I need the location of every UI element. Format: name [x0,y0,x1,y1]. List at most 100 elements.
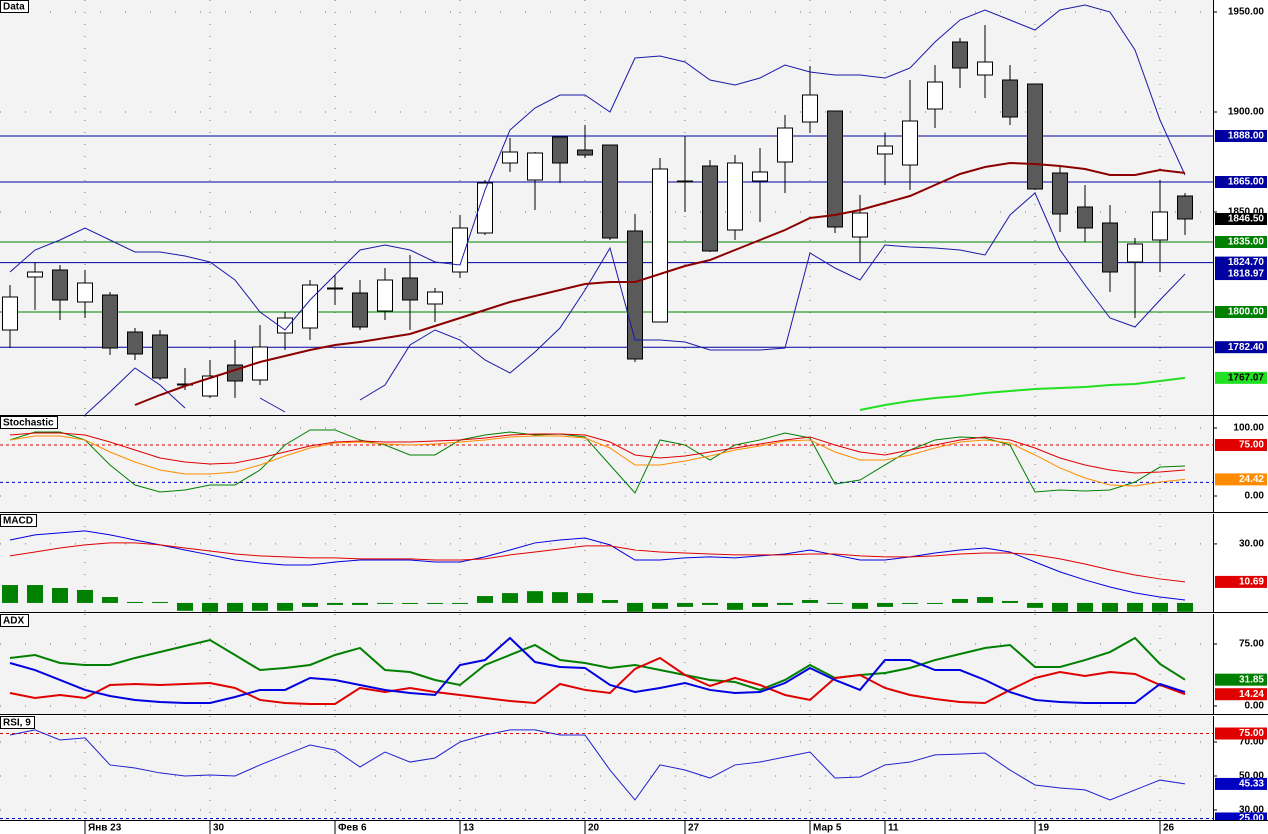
candle-body [52,269,68,301]
marker-box [1215,777,1267,790]
candle-body [452,227,468,273]
histogram-bar [877,602,893,607]
x-tick-label: 20 [588,823,600,834]
plot [0,614,1213,714]
histogram-bar [77,589,93,603]
panel-title-box [0,416,58,429]
histogram-bar [827,602,843,604]
y-tick-label: 30.00 [1239,539,1264,550]
marker-box [1215,688,1267,701]
plot-area [0,416,1213,512]
plot-area [0,716,1213,820]
level-label: 1865.00 [1228,177,1265,188]
y-tick-label: 0.00 [1245,701,1265,712]
series-line [859,376,1186,411]
candle-body [1177,195,1193,220]
candle-body [352,292,368,328]
histogram-bar [402,602,418,604]
candle-body [1077,206,1093,229]
histogram-bar [477,596,493,603]
candle-body [377,279,393,312]
panel: 30.00 10.69 MACD [0,514,1268,613]
histogram-bar [702,602,718,605]
candle-body [102,294,118,349]
candle-body [127,331,143,355]
x-tick-label: Фев 6 [338,823,367,834]
histogram-bar [427,602,443,604]
candle-body [927,81,943,110]
histogram-bar [327,602,343,605]
histogram-bar [152,601,168,603]
x-tick-label: Янв 23 [88,823,122,834]
histogram-bar [802,599,818,603]
level-box [1215,176,1267,188]
histogram-bar [977,597,993,603]
candle-body [602,144,618,239]
level-label: 1888.00 [1228,131,1265,142]
candle-body [27,271,43,278]
y-tick-label: 1900.00 [1228,107,1265,118]
candle-body [202,375,218,397]
x-tick-label: 30 [213,823,225,834]
x-tick-label: 27 [688,823,700,834]
candle-body [1002,79,1018,118]
panel-title: RSI, 9 [3,718,31,729]
histogram-bar [302,602,318,607]
level-box [1215,130,1267,142]
y-tick-label: 70.00 [1239,737,1264,748]
marker-label: 1818.97 [1228,269,1265,280]
candle-body [1127,243,1143,263]
panel-title: MACD [3,516,33,527]
marker-label: 10.69 [1239,577,1264,588]
histogram-bar [102,597,118,603]
series-line [9,435,1186,487]
series-line [9,429,1186,494]
plot [0,514,1213,612]
x-axis-area [0,820,1268,834]
series-line [134,161,1186,406]
panel: 100.00 0.00 75.00 24.42 Stochastic [0,416,1268,513]
marker-label: 45.33 [1239,779,1264,790]
histogram-bar [727,602,743,610]
histogram-bar [377,602,393,604]
level-label: 1800.00 [1228,307,1265,318]
histogram-bar [1077,602,1093,612]
histogram-bar [1102,602,1118,612]
candle-body [1102,222,1118,273]
histogram-bar [27,585,43,603]
marker-label: 14.24 [1239,689,1264,700]
y-tick-label: 1950.00 [1228,7,1265,18]
axis-area [1213,514,1268,612]
histogram-bar [177,602,193,611]
histogram-bar [202,602,218,612]
candle-body [577,149,593,156]
panel: 70.00 50.00 30.00 75.00 25.00 45.33 RSI, 9 [0,716,1268,825]
histogram-bar [252,602,268,611]
series-line [9,542,1186,583]
histogram-bar [352,602,368,605]
marker-box [1215,673,1267,686]
histogram-bar [502,593,518,603]
panel-title-box [0,514,37,527]
histogram-bar [927,602,943,604]
candle-body [727,162,743,231]
marker-box [1215,575,1267,588]
candle-body [527,152,543,181]
level-box [1215,236,1267,248]
histogram-bar [1152,602,1168,612]
candle-body [827,110,843,228]
candle-body [802,94,818,123]
axis-area [1213,416,1268,512]
series-line [9,432,1186,474]
candle-body [427,291,443,305]
marker-box [1215,473,1267,486]
y-tick-label: 100.00 [1233,423,1264,434]
y-tick-label: 1850.00 [1228,207,1265,218]
histogram-bar [627,602,643,612]
candle-body [502,151,518,164]
panel-title: ADX [3,616,24,627]
candle-body [902,120,918,166]
level-label: 1835.00 [1228,237,1265,248]
candle-body [1052,172,1068,215]
